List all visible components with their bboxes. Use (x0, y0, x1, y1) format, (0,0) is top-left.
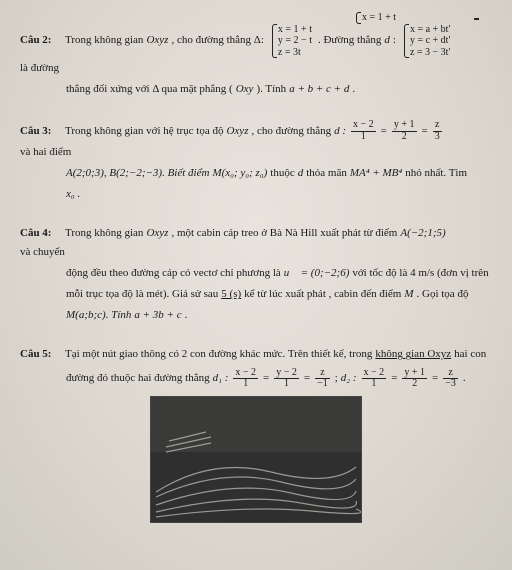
points: A(2;0;3), B(2;−2;−3). Biết điểm (66, 165, 209, 182)
text: và hai điểm (20, 144, 71, 161)
expr: a + b + c + d (289, 81, 349, 98)
photo-svg (151, 397, 361, 522)
frac: y + 1 2 (402, 368, 427, 390)
d-name: d (384, 32, 390, 49)
num: y + 1 (392, 120, 417, 132)
frac: z −1 (315, 368, 330, 390)
text: kể từ lúc xuất phát , cabin đến điểm (244, 286, 401, 303)
text: là đường (20, 60, 59, 77)
question-4: Câu 4: Trong không gian Oxyz , một cabin… (20, 225, 492, 324)
question-5: Câu 5: Tại một nút giao thông có 2 con đ… (20, 346, 492, 522)
d: d (298, 165, 304, 182)
frac: y − 2 1 (274, 368, 299, 390)
time-5s: 5 (s) (221, 286, 241, 303)
q5-label: Câu 5: (20, 346, 62, 363)
text: hai con (454, 346, 486, 363)
den: −1 (315, 379, 330, 390)
text: với tốc độ là 4 m/s (đơn vị trên (352, 265, 488, 282)
text: . (185, 307, 188, 324)
q4-label: Câu 4: (20, 225, 62, 242)
text: ). Tính (256, 81, 286, 98)
den: 1 (274, 379, 299, 390)
frac: y + 1 2 (392, 120, 417, 142)
q3-label: Câu 3: (20, 123, 62, 140)
point-a: A(−2;1;5) (400, 225, 445, 242)
eq: = (432, 370, 438, 387)
eqline: x = 1 + t (362, 12, 396, 24)
text: động đều theo đường cáp có vectơ chỉ phư… (66, 265, 281, 282)
den: 2 (392, 132, 417, 143)
d-name: d : (334, 123, 346, 140)
expr: a + 3b + c (134, 307, 181, 324)
text: . Đường thẳng (318, 32, 381, 49)
text: Trong không gian với hệ trục tọa độ (65, 123, 223, 140)
text: đường đó thuộc hai đường thẳng (66, 370, 210, 387)
answer-var: x₀ . (66, 188, 80, 200)
eq: = (391, 370, 397, 387)
eq: = (381, 123, 387, 140)
m-point: M(x₀; y₀; z₀) (212, 165, 267, 182)
d2-name: d₂ : (341, 370, 357, 387)
den: 3 (433, 132, 442, 143)
frac: x − 2 1 (362, 368, 387, 390)
den: 1 (233, 379, 258, 390)
eqline: y = c + dt' (410, 35, 450, 47)
eqline: y = 2 − t (278, 35, 312, 47)
eq: = (263, 370, 269, 387)
text: Trong không gian (65, 225, 143, 242)
m-coords: M(a;b;c). Tính (66, 307, 131, 324)
text: . (352, 81, 355, 98)
space-oxyz-u: không gian Oxyz (375, 346, 451, 363)
system-d: x = a + bt' y = c + dt' z = 3 − 3t' (402, 24, 450, 59)
text: , cho đường thẳng Δ: (171, 32, 263, 49)
text: . (463, 370, 466, 387)
eqline: x = a + bt' (410, 24, 450, 36)
system-delta: x = 1 + t (354, 12, 396, 24)
interchange-photo (150, 396, 362, 523)
text: thuộc (270, 165, 294, 182)
frac: z 3 (433, 120, 442, 142)
frac: z −3 (443, 368, 458, 390)
den: −3 (443, 379, 458, 390)
den: 2 (402, 379, 427, 390)
d1-name: d₁ : (213, 370, 229, 387)
num: x − 2 (351, 120, 376, 132)
text: nhỏ nhất. Tìm (405, 165, 467, 182)
space-oxyz: Oxyz (146, 32, 168, 49)
question-3: Câu 3: Trong không gian với hệ trục tọa … (20, 120, 492, 203)
text: , cho đường thẳng (251, 123, 331, 140)
plane-oxy: Oxy (236, 81, 254, 98)
eq: = (304, 370, 310, 387)
text: thẳng đối xứng với Δ qua mặt phẳng ( (66, 81, 233, 98)
cond: MA⁴ + MB⁴ (350, 165, 402, 182)
text: , một cabin cáp treo ở Bà Nà Hill xuất p… (171, 225, 397, 242)
den: 1 (362, 379, 387, 390)
space-oxyz: Oxyz (146, 225, 168, 242)
text: và chuyển (20, 244, 65, 261)
q2-label: Câu 2: (20, 32, 62, 49)
frac: x − 2 1 (351, 120, 376, 142)
point-m: M (404, 286, 413, 303)
frac: x − 2 1 (233, 368, 258, 390)
eqline: z = 3 − 3t' (410, 47, 450, 59)
text: thỏa mãn (306, 165, 347, 182)
sep: ; (335, 370, 338, 387)
space-oxyz: Oxyz (226, 123, 248, 140)
text: Tại một nút giao thông có 2 con đường kh… (65, 346, 372, 363)
eqline: x = 1 + t (278, 24, 312, 36)
den: 1 (351, 132, 376, 143)
text: . Gọi tọa độ (417, 286, 469, 303)
eqline: z = 3t (278, 47, 312, 59)
exam-page: { "dimensions": { "w": 512, "h": 570 }, … (0, 0, 512, 570)
vector-u: u⃗ = (0;−2;6) (284, 265, 350, 282)
eq: = (422, 123, 428, 140)
num: z (433, 120, 442, 132)
text: Trong không gian (65, 32, 143, 49)
question-2: x = 1 + t Câu 2: Trong không gian Oxyz ,… (20, 12, 492, 98)
system-delta: x = 1 + t y = 2 − t z = 3t (270, 24, 312, 59)
text: mỗi trục tọa độ là mét). Giả sử sau (66, 286, 218, 303)
